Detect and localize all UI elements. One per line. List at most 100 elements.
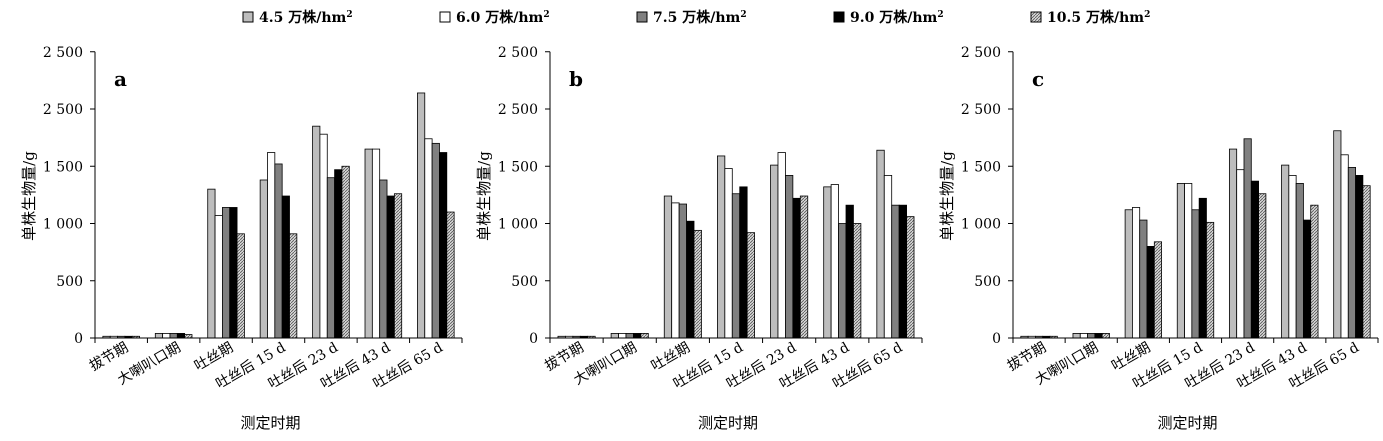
legend-swatch bbox=[833, 11, 845, 23]
y-tick-label: 1 000 bbox=[498, 217, 538, 233]
bar bbox=[799, 195, 809, 339]
bar bbox=[417, 92, 426, 339]
y-tick-label: 1 000 bbox=[43, 217, 83, 233]
bar bbox=[1191, 209, 1200, 339]
bar bbox=[823, 186, 832, 339]
bar bbox=[777, 152, 786, 339]
bar bbox=[289, 233, 298, 339]
bar bbox=[371, 148, 381, 339]
bar bbox=[259, 179, 268, 339]
y-axis-title: 单株生物量/g bbox=[938, 151, 956, 241]
bar bbox=[1340, 154, 1349, 339]
bar bbox=[1355, 175, 1364, 339]
legend-swatch bbox=[636, 11, 648, 23]
y-tick-label: 2 500 bbox=[498, 102, 538, 118]
y-tick-label: 2 500 bbox=[498, 45, 538, 61]
bar bbox=[176, 333, 186, 339]
bar bbox=[891, 204, 900, 339]
bar bbox=[1333, 130, 1342, 339]
bar bbox=[1362, 185, 1371, 339]
bar bbox=[1132, 207, 1141, 339]
legend-label: 10.5 万株/hm2 bbox=[1047, 9, 1150, 26]
y-tick-label: 1 500 bbox=[43, 159, 83, 175]
bar bbox=[386, 195, 395, 339]
y-axis-title: 单株生物量/g bbox=[475, 151, 493, 241]
bar bbox=[222, 207, 231, 339]
bar bbox=[625, 333, 634, 339]
legend-swatch bbox=[242, 11, 254, 23]
bar bbox=[663, 195, 673, 339]
y-tick-label: 2 500 bbox=[961, 45, 1001, 61]
bar bbox=[1258, 193, 1267, 339]
y-axis-title: 单株生物量/g bbox=[20, 151, 38, 241]
bar bbox=[717, 155, 726, 339]
bar bbox=[1087, 333, 1096, 339]
y-tick-label: 2 500 bbox=[43, 45, 83, 61]
bar bbox=[1139, 219, 1148, 339]
legend-label: 7.5 万株/hm2 bbox=[653, 9, 747, 26]
bar bbox=[693, 229, 702, 339]
bar bbox=[906, 216, 915, 339]
y-tick-label: 2 500 bbox=[961, 102, 1001, 118]
bar bbox=[312, 125, 321, 339]
panel-letter: c bbox=[1032, 67, 1044, 91]
bar bbox=[267, 152, 276, 339]
y-tick-label: 1 000 bbox=[961, 217, 1001, 233]
bar bbox=[640, 333, 649, 339]
legend-swatch bbox=[1030, 11, 1042, 23]
x-axis-title: 测定时期 bbox=[1157, 414, 1217, 432]
bar bbox=[1124, 209, 1133, 339]
bar bbox=[633, 333, 642, 339]
bar bbox=[853, 223, 862, 339]
bar bbox=[319, 133, 328, 339]
bar bbox=[1206, 221, 1215, 339]
bar bbox=[845, 204, 854, 339]
bar bbox=[876, 149, 885, 339]
bar bbox=[1236, 169, 1245, 339]
bar bbox=[678, 203, 687, 339]
bar bbox=[618, 333, 627, 339]
y-tick-label: 1 500 bbox=[961, 159, 1001, 175]
bar bbox=[1146, 245, 1155, 339]
bar bbox=[229, 207, 238, 339]
bar bbox=[364, 148, 373, 339]
bar bbox=[883, 175, 893, 339]
bar bbox=[1281, 164, 1290, 339]
y-tick-label: 500 bbox=[511, 274, 538, 290]
bar bbox=[379, 179, 388, 339]
bar bbox=[785, 175, 794, 339]
bar bbox=[792, 197, 801, 339]
y-tick-label: 1 500 bbox=[498, 159, 538, 175]
bar bbox=[214, 215, 223, 339]
bar bbox=[739, 186, 748, 339]
bar bbox=[1153, 241, 1163, 339]
bar bbox=[1310, 204, 1319, 339]
y-tick-label: 500 bbox=[974, 274, 1001, 290]
panel-letter: a bbox=[114, 67, 127, 91]
legend-label: 4.5 万株/hm2 bbox=[259, 9, 353, 26]
bar bbox=[154, 333, 164, 339]
bar bbox=[207, 188, 216, 339]
bar bbox=[184, 334, 193, 339]
bar bbox=[1347, 166, 1356, 339]
bar bbox=[1288, 175, 1297, 339]
bar bbox=[439, 152, 448, 339]
x-axis-title: 测定时期 bbox=[240, 414, 300, 432]
y-tick-label: 0 bbox=[992, 331, 1001, 347]
bar bbox=[830, 184, 839, 339]
bar bbox=[236, 233, 245, 339]
bar bbox=[1176, 183, 1185, 339]
bar bbox=[281, 195, 290, 339]
legend: 4.5 万株/hm2 6.0 万株/hm2 7.5 万株/hm2 9.0 万株/hm2… bbox=[242, 9, 1150, 26]
y-tick-label: 500 bbox=[56, 274, 83, 290]
legend-label: 6.0 万株/hm2 bbox=[456, 9, 550, 26]
y-tick-label: 0 bbox=[74, 331, 83, 347]
bar bbox=[169, 333, 178, 339]
bar bbox=[424, 138, 433, 339]
bar bbox=[724, 168, 733, 339]
bar bbox=[1250, 180, 1259, 339]
bar bbox=[446, 211, 455, 339]
